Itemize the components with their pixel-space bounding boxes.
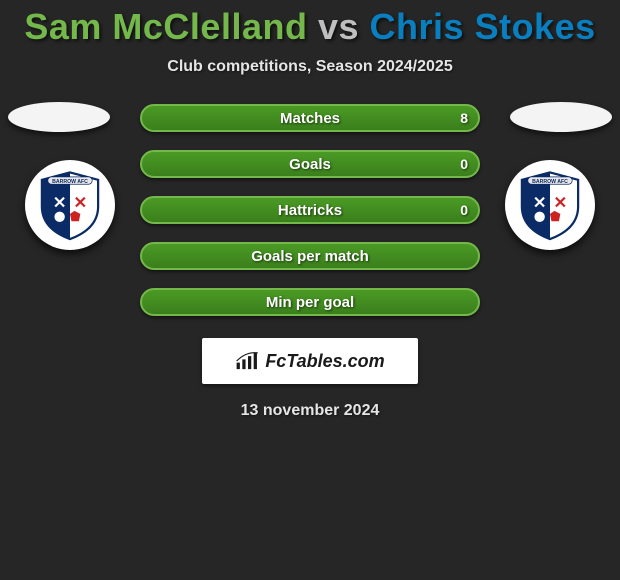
club-crest-icon: BARROW AFC <box>513 168 587 242</box>
stat-value-right: 0 <box>460 202 468 218</box>
brand-text: FcTables.com <box>265 351 384 372</box>
comparison-title: Sam McClelland vs Chris Stokes <box>0 0 620 48</box>
stat-label: Goals per match <box>251 248 369 265</box>
svg-text:BARROW AFC: BARROW AFC <box>532 179 568 185</box>
svg-text:BARROW AFC: BARROW AFC <box>52 179 88 185</box>
brand-box: FcTables.com <box>202 338 418 384</box>
club-crest-icon: BARROW AFC <box>33 168 107 242</box>
stat-bars: Matches 8 Goals 0 Hattricks 0 Goals per … <box>140 104 480 316</box>
stats-arena: BARROW AFC BARROW AFC Matches 8 Goals <box>0 104 620 420</box>
player2-name: Chris Stokes <box>370 6 596 47</box>
stat-label: Goals <box>289 156 331 173</box>
stat-bar-goals-per-match: Goals per match <box>140 242 480 270</box>
date-text: 13 november 2024 <box>0 402 620 420</box>
stat-bar-goals: Goals 0 <box>140 150 480 178</box>
player2-photo <box>510 102 612 132</box>
stat-label: Hattricks <box>278 202 342 219</box>
vs-text: vs <box>318 6 359 47</box>
player1-club-badge: BARROW AFC <box>25 160 115 250</box>
bars-icon <box>235 351 261 371</box>
stat-label: Min per goal <box>266 294 354 311</box>
player1-name: Sam McClelland <box>24 6 307 47</box>
stat-bar-matches: Matches 8 <box>140 104 480 132</box>
stat-bar-min-per-goal: Min per goal <box>140 288 480 316</box>
stat-label: Matches <box>280 110 340 127</box>
player1-photo <box>8 102 110 132</box>
subtitle: Club competitions, Season 2024/2025 <box>0 58 620 76</box>
player2-club-badge: BARROW AFC <box>505 160 595 250</box>
stat-bar-hattricks: Hattricks 0 <box>140 196 480 224</box>
stat-value-right: 8 <box>460 110 468 126</box>
stat-value-right: 0 <box>460 156 468 172</box>
brand-logo: FcTables.com <box>235 351 384 372</box>
